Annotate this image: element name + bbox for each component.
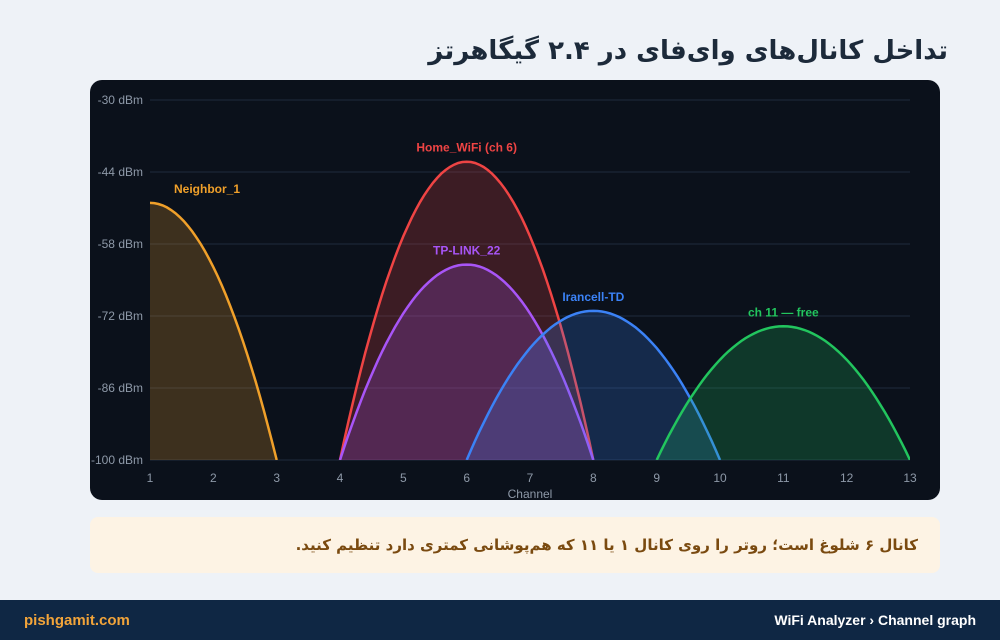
channel-chart-svg: -30 dBm -44 dBm -58 dBm -72 dBm -86 dBm -100 …: [91, 93, 917, 500]
x-tick-label: 7: [527, 471, 534, 485]
tip-note-text: کانال ۶ شلوغ است؛ روتر را روی کانال ۱ یا…: [295, 536, 918, 554]
series-area: [150, 202, 277, 460]
x-tick-label: 1: [147, 471, 154, 485]
series-line: [655, 325, 910, 460]
footer-site-link[interactable]: pishgamit.com: [24, 611, 130, 629]
series-line: [338, 160, 595, 460]
x-tick-label: 8: [590, 471, 597, 485]
y-tick-label: -30 dBm: [98, 93, 143, 107]
series-group: [150, 160, 910, 460]
x-tick-label: 4: [337, 471, 344, 485]
x-tick-label: 10: [713, 471, 727, 485]
series-label: Neighbor_1: [174, 182, 240, 196]
x-tick-label: 12: [840, 471, 854, 485]
series-label: ch 11 — free: [748, 305, 819, 319]
y-tick-label: -100 dBm: [91, 453, 143, 467]
series-line: [338, 263, 595, 460]
series-label: Irancell-TD: [562, 290, 624, 304]
page-title: تداخل کانال‌های وای‌فای در ۲.۴ گیگاهرتز: [428, 36, 948, 66]
y-tick-label: -58 dBm: [98, 237, 143, 251]
x-tick-label: 11: [777, 471, 790, 485]
tip-note: کانال ۶ شلوغ است؛ روتر را روی کانال ۱ یا…: [90, 517, 940, 573]
x-tick-label: 2: [210, 471, 217, 485]
y-tick-label: -86 dBm: [98, 381, 143, 395]
channel-chart: -30 dBm -44 dBm -58 dBm -72 dBm -86 dBm -100 …: [90, 80, 940, 500]
series-line: [465, 309, 722, 460]
series-label: TP-LINK_22: [433, 244, 501, 258]
x-tick-label: 9: [653, 471, 660, 485]
series-line: [150, 201, 278, 460]
x-tick-label: 13: [903, 471, 917, 485]
y-tick-label: -44 dBm: [98, 165, 143, 179]
x-axis-title: Channel: [508, 487, 553, 500]
series-label: Home_WiFi (ch 6): [416, 141, 517, 155]
footer-breadcrumb: WiFi Analyzer › Channel graph: [774, 612, 976, 628]
x-tick-label: 6: [463, 471, 470, 485]
footer-bar: pishgamit.com WiFi Analyzer › Channel gr…: [0, 600, 1000, 640]
y-tick-label: -72 dBm: [98, 309, 143, 323]
x-tick-label: 3: [273, 471, 280, 485]
x-tick-label: 5: [400, 471, 407, 485]
